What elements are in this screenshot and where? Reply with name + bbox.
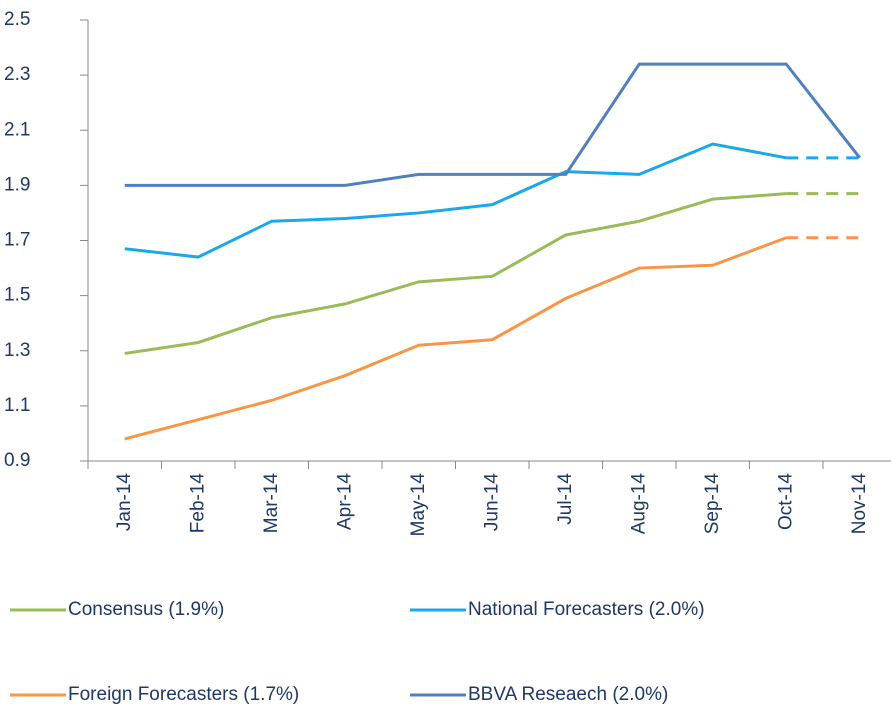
series-line (124, 142, 787, 259)
series-line (124, 62, 861, 187)
x-tick-label: Jun-14 (481, 473, 502, 532)
x-tick-label: Feb-14 (187, 473, 208, 534)
y-tick-label: 1.3 (4, 340, 30, 361)
x-tick-label: Oct-14 (775, 473, 796, 530)
x-tick-label: Mar-14 (261, 473, 282, 534)
y-tick-label: 1.9 (4, 174, 30, 195)
y-tick-label: 0.9 (4, 450, 30, 471)
y-tick-label: 2.5 (4, 9, 30, 30)
y-tick-label: 1.1 (4, 395, 30, 416)
x-tick-label: May-14 (408, 473, 429, 537)
x-tick-label: Nov-14 (849, 473, 870, 535)
series-line (124, 236, 787, 441)
legend-label: National Forecasters (2.0%) (468, 599, 705, 620)
y-tick-label: 1.7 (4, 230, 30, 251)
legend-label: Foreign Forecasters (1.7%) (68, 684, 299, 705)
x-tick-label: Aug-14 (628, 473, 649, 535)
x-tick-label: Jan-14 (114, 473, 135, 532)
x-tick-label: Sep-14 (702, 473, 723, 535)
y-tick-label: 1.5 (4, 285, 30, 306)
x-tick-label: Apr-14 (334, 473, 355, 530)
series-line (124, 192, 787, 355)
legend-label: BBVA Reseaech (2.0%) (468, 684, 668, 705)
y-tick-label: 2.1 (4, 119, 30, 140)
y-tick-label: 2.3 (4, 64, 30, 85)
legend-label: Consensus (1.9%) (68, 599, 224, 620)
x-tick-label: Jul-14 (555, 473, 576, 525)
